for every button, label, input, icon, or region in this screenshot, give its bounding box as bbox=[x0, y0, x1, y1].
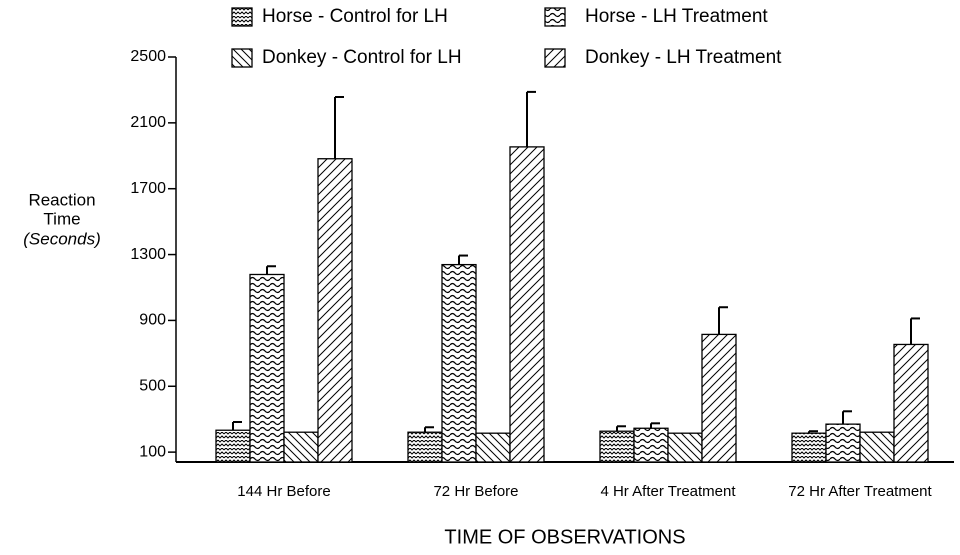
bar bbox=[791, 432, 827, 463]
bar bbox=[441, 263, 477, 463]
y-tick-label: 2100 bbox=[130, 114, 166, 131]
bar bbox=[633, 427, 669, 463]
legend-swatch bbox=[544, 48, 566, 68]
y-axis-label: (Seconds) bbox=[23, 229, 100, 248]
y-tick-label: 1700 bbox=[130, 180, 166, 197]
y-tick-label: 100 bbox=[139, 443, 166, 460]
bar bbox=[283, 431, 319, 463]
legend-label: Horse - Control for LH bbox=[262, 6, 448, 27]
bar bbox=[317, 158, 353, 463]
bar bbox=[893, 343, 929, 463]
x-tick-label: 72 Hr After Treatment bbox=[788, 483, 932, 500]
y-axis-label: Time bbox=[43, 209, 80, 228]
bar bbox=[599, 430, 635, 463]
bar bbox=[509, 146, 545, 463]
x-tick-label: 4 Hr After Treatment bbox=[600, 483, 736, 500]
bar bbox=[215, 429, 251, 463]
x-tick-label: 144 Hr Before bbox=[237, 483, 330, 500]
y-tick-label: 1300 bbox=[130, 246, 166, 263]
bar bbox=[859, 431, 895, 463]
y-tick-label: 500 bbox=[139, 377, 166, 394]
legend-label: Donkey - Control for LH bbox=[262, 47, 462, 68]
bar bbox=[249, 273, 285, 463]
legend-label: Donkey - LH Treatment bbox=[585, 47, 782, 68]
legend-swatch bbox=[231, 48, 253, 68]
bar bbox=[825, 423, 861, 463]
bar bbox=[667, 432, 703, 463]
x-tick-label: 72 Hr Before bbox=[433, 483, 518, 500]
x-axis-label: TIME OF OBSERVATIONS bbox=[444, 526, 685, 548]
legend-label: Horse - LH Treatment bbox=[585, 6, 768, 27]
legend-swatch bbox=[544, 7, 566, 27]
bar bbox=[407, 431, 443, 463]
y-axis-label: Reaction bbox=[28, 190, 95, 209]
bar bbox=[701, 333, 737, 463]
bar bbox=[475, 432, 511, 463]
y-tick-label: 900 bbox=[139, 312, 166, 329]
legend-swatch bbox=[231, 7, 253, 27]
y-tick-label: 2500 bbox=[130, 48, 166, 65]
